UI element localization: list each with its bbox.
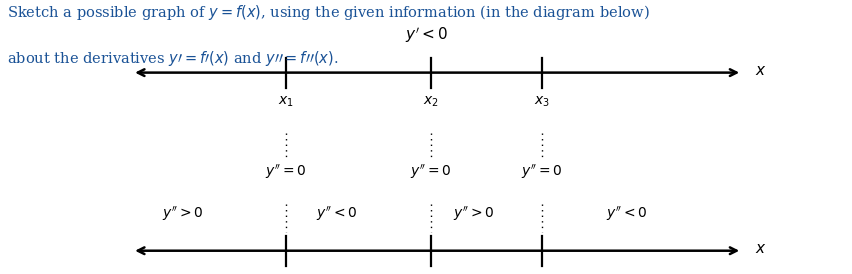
Text: $x$: $x$ [754, 242, 766, 256]
Text: $y^{\prime\prime} < 0$: $y^{\prime\prime} < 0$ [315, 205, 358, 223]
Text: $y^{\prime} < 0$: $y^{\prime} < 0$ [405, 25, 447, 45]
Text: $y^{\prime\prime} > 0$: $y^{\prime\prime} > 0$ [162, 205, 204, 223]
Text: $y^{\prime\prime} > 0$: $y^{\prime\prime} > 0$ [452, 205, 494, 223]
Text: $x_3$: $x_3$ [533, 95, 549, 109]
Text: $y^{\prime\prime} < 0$: $y^{\prime\prime} < 0$ [605, 205, 648, 223]
Text: $y^{\prime\prime} = 0$: $y^{\prime\prime} = 0$ [520, 163, 562, 181]
Text: $y^{\prime\prime} = 0$: $y^{\prime\prime} = 0$ [264, 163, 307, 181]
Text: about the derivatives $y\prime = f\prime(x)$ and $y\prime\prime = f\prime\prime(: about the derivatives $y\prime = f\prime… [7, 49, 338, 68]
Text: $x$: $x$ [754, 64, 766, 78]
Text: Sketch a possible graph of $y = f(x)$, using the given information (in the diagr: Sketch a possible graph of $y = f(x)$, u… [7, 3, 649, 22]
Text: $x_2$: $x_2$ [423, 95, 438, 109]
Text: $y^{\prime\prime} = 0$: $y^{\prime\prime} = 0$ [409, 163, 452, 181]
Text: $x_1$: $x_1$ [278, 95, 293, 109]
